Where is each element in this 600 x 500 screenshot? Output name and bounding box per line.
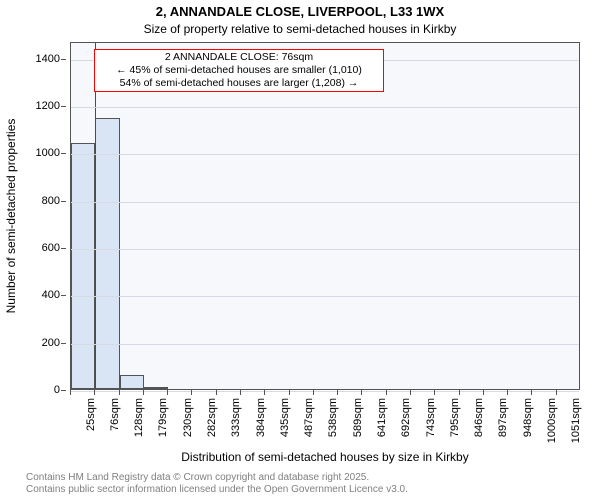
x-tick-label: 487sqm [303, 398, 315, 437]
x-tick-mark [119, 390, 120, 395]
x-tick-label: 230sqm [182, 398, 194, 437]
attribution-footer: Contains HM Land Registry data © Crown c… [0, 472, 600, 495]
x-tick-mark [361, 390, 362, 395]
x-tick-label: 179sqm [157, 398, 169, 437]
x-tick-label: 128sqm [133, 398, 145, 437]
x-tick-mark [240, 390, 241, 395]
x-tick-label: 1000sqm [546, 398, 558, 443]
annotation-line: ← 45% of semi-detached houses are smalle… [99, 64, 379, 77]
annotation-line: 2 ANNANDALE CLOSE: 76sqm [99, 51, 379, 64]
x-tick-mark [386, 390, 387, 395]
gridline [71, 249, 579, 250]
y-tick-label: 1400 [0, 53, 60, 65]
gridline [71, 202, 579, 203]
histogram-bar [144, 387, 168, 389]
chart-title-line1: 2, ANNANDALE CLOSE, LIVERPOOL, L33 1WX [0, 4, 600, 19]
y-tick-label: 200 [0, 337, 60, 349]
comparison-annotation: 2 ANNANDALE CLOSE: 76sqm← 45% of semi-de… [94, 49, 384, 92]
histogram-bar [95, 118, 119, 389]
y-tick-label: 800 [0, 195, 60, 207]
histogram-bar [120, 375, 144, 389]
footer-line: Contains HM Land Registry data © Crown c… [26, 472, 600, 484]
x-tick-label: 641sqm [376, 398, 388, 437]
gridline [71, 154, 579, 155]
x-tick-mark [410, 390, 411, 395]
plot-area [70, 42, 580, 390]
x-tick-label: 282sqm [206, 398, 218, 437]
x-tick-label: 897sqm [497, 398, 509, 437]
x-tick-mark [459, 390, 460, 395]
x-tick-mark [531, 390, 532, 395]
x-tick-label: 25sqm [85, 398, 97, 431]
x-tick-label: 76sqm [109, 398, 121, 431]
annotation-line: 54% of semi-detached houses are larger (… [99, 77, 379, 90]
footer-line: Contains public sector information licen… [26, 484, 600, 496]
x-tick-mark [337, 390, 338, 395]
x-tick-mark [143, 390, 144, 395]
gridline [71, 391, 579, 392]
x-tick-label: 795sqm [449, 398, 461, 437]
x-tick-mark [264, 390, 265, 395]
x-tick-mark [289, 390, 290, 395]
y-tick-label: 0 [0, 384, 60, 396]
chart-title-line2: Size of property relative to semi-detach… [0, 22, 600, 36]
x-tick-mark [434, 390, 435, 395]
gridline [71, 107, 579, 108]
bars-layer [71, 43, 579, 389]
x-tick-mark [191, 390, 192, 395]
x-tick-mark [556, 390, 557, 395]
x-tick-label: 589sqm [352, 398, 364, 437]
x-tick-label: 384sqm [255, 398, 267, 437]
property-marker-line [95, 43, 96, 389]
x-tick-mark [507, 390, 508, 395]
histogram-bar [71, 143, 95, 389]
x-tick-label: 435sqm [279, 398, 291, 437]
x-tick-mark [313, 390, 314, 395]
y-tick-label: 1200 [0, 100, 60, 112]
x-tick-mark [94, 390, 95, 395]
y-tick-label: 1000 [0, 147, 60, 159]
x-tick-label: 538sqm [327, 398, 339, 437]
x-tick-label: 846sqm [473, 398, 485, 437]
x-tick-mark [167, 390, 168, 395]
x-tick-label: 692sqm [400, 398, 412, 437]
x-tick-mark [70, 390, 71, 395]
y-tick-label: 400 [0, 289, 60, 301]
chart-root: { "title_line1": "2, ANNANDALE CLOSE, LI… [0, 0, 600, 500]
x-axis-label: Distribution of semi-detached houses by … [70, 450, 580, 464]
x-tick-mark [216, 390, 217, 395]
gridline [71, 296, 579, 297]
y-tick-label: 600 [0, 242, 60, 254]
x-tick-label: 1051sqm [570, 398, 582, 443]
x-tick-label: 333sqm [230, 398, 242, 437]
x-tick-label: 948sqm [522, 398, 534, 437]
x-tick-mark [483, 390, 484, 395]
gridline [71, 344, 579, 345]
x-tick-label: 743sqm [425, 398, 437, 437]
